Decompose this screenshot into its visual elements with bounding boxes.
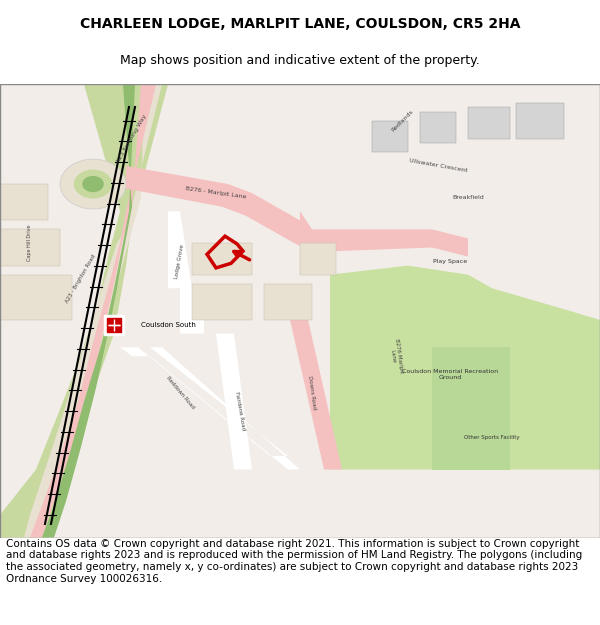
Text: Fairdene Road: Fairdene Road [234,391,246,431]
Polygon shape [516,102,564,139]
Polygon shape [468,107,510,139]
Text: Cape Hill Drive: Cape Hill Drive [28,225,32,261]
Text: B276 Marlpit
Lane: B276 Marlpit Lane [388,338,404,374]
Polygon shape [24,84,162,538]
Polygon shape [0,84,168,538]
Text: Play Space: Play Space [433,259,467,264]
Text: Breakfield: Breakfield [452,195,484,200]
Polygon shape [372,121,408,152]
Polygon shape [264,284,312,320]
Polygon shape [330,266,600,469]
Polygon shape [0,275,72,320]
Text: Coulsdon Memorial Recreation
Ground: Coulsdon Memorial Recreation Ground [402,369,498,380]
Text: Contains OS data © Crown copyright and database right 2021. This information is : Contains OS data © Crown copyright and d… [6,539,582,584]
Polygon shape [192,284,252,320]
Polygon shape [168,211,204,334]
Text: Redlands: Redlands [390,109,414,132]
Polygon shape [42,84,135,538]
Polygon shape [300,243,336,275]
Polygon shape [0,229,60,266]
Text: B276 - Marlpit Lane: B276 - Marlpit Lane [185,186,247,200]
Polygon shape [192,243,252,275]
Text: Downs Road: Downs Road [307,375,317,410]
Text: CHARLEEN LODGE, MARLPIT LANE, COULSDON, CR5 2HA: CHARLEEN LODGE, MARLPIT LANE, COULSDON, … [80,17,520,31]
Polygon shape [420,111,456,143]
Polygon shape [120,348,300,469]
Circle shape [82,176,104,192]
Polygon shape [288,311,342,469]
Circle shape [74,169,112,199]
Polygon shape [432,348,510,469]
Text: Ullswater Crescent: Ullswater Crescent [409,158,467,174]
Polygon shape [30,84,156,538]
Text: Lodge Grove: Lodge Grove [175,244,185,279]
Text: Other Sports Facility: Other Sports Facility [464,435,520,440]
Text: A23 - Brighton Road: A23 - Brighton Road [65,254,97,304]
Polygon shape [300,211,468,256]
Polygon shape [0,184,48,220]
Text: Reddown Road: Reddown Road [165,375,195,410]
Text: Map shows position and indicative extent of the property.: Map shows position and indicative extent… [120,54,480,68]
Text: Coulsdon South: Coulsdon South [140,321,196,328]
Text: A23 Farthing Way: A23 Farthing Way [116,114,148,164]
Polygon shape [216,334,252,469]
Circle shape [60,159,126,209]
Polygon shape [126,166,312,252]
